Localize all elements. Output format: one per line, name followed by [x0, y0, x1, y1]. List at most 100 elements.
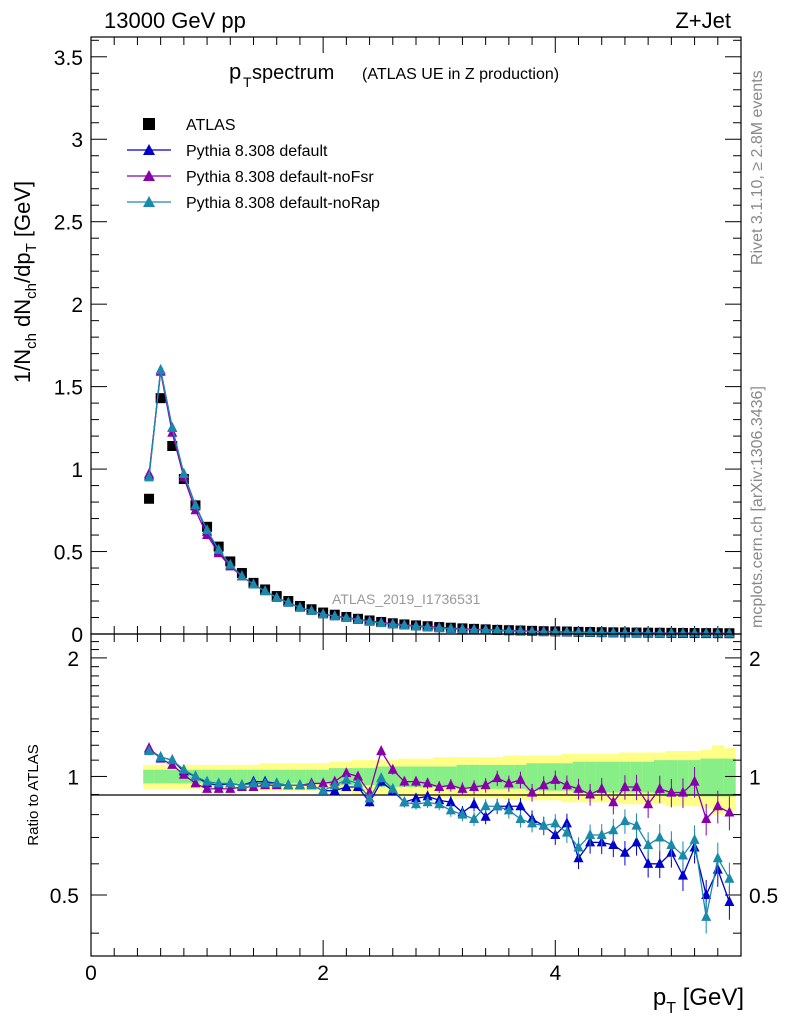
main-ytick-label: 1.5 [54, 377, 83, 400]
chart-title-main: spectrum [252, 62, 334, 84]
mc-point-3 [677, 627, 688, 638]
ratio-point-0 [677, 869, 688, 880]
ratio-point-2 [167, 754, 178, 765]
ratio-point-2 [341, 773, 352, 784]
ratio-point-0 [561, 817, 572, 828]
mc-point-3 [341, 612, 352, 623]
ratio-point-2 [411, 798, 421, 809]
mc-point-3 [387, 618, 398, 629]
mc-point-3 [329, 610, 340, 621]
ratio-point-1 [701, 812, 712, 823]
ratio-point-0 [329, 784, 340, 795]
main-panel: 0 0.5 1 1.5 2 2.5 3 3.5 p T spectrum (ATLAS UE … [10, 36, 742, 647]
legend-label: Pythia 8.308 default-noRap [186, 195, 380, 212]
ratio-point-1 [411, 775, 421, 786]
ratio-point-1 [178, 768, 189, 779]
main-ytick-label: 3.5 [54, 47, 83, 70]
mc-point-3 [712, 627, 723, 638]
analysis-watermark: ATLAS_2019_I1736531 [332, 591, 481, 607]
mc-point-3 [666, 627, 677, 638]
ratio-point-2 [631, 819, 642, 830]
ratio-point-1 [492, 772, 503, 783]
ratio-point-2 [538, 819, 549, 830]
ratio-point-1 [677, 786, 688, 797]
legend-label: Pythia 8.308 default-noFsr [186, 169, 374, 186]
mc-point-3 [422, 621, 433, 632]
ratio-point-2 [352, 777, 363, 788]
ratio-point-2 [364, 792, 375, 803]
mc-point-3 [260, 585, 271, 596]
main-ytick-label: 2 [71, 294, 83, 317]
ratio-point-1 [712, 800, 723, 811]
ratio-point-1 [619, 781, 630, 792]
ratio-point-1 [515, 773, 526, 784]
ratio-point-1 [631, 781, 642, 792]
ratio-point-1 [376, 745, 387, 756]
ratio-point-1 [469, 781, 480, 792]
ratio-point-0 [515, 800, 526, 811]
atlas-data-point [144, 493, 155, 504]
ratio-point-2 [202, 775, 213, 786]
mc-point-3 [538, 625, 549, 636]
ratio-point-1 [202, 782, 213, 793]
mc-point-3 [434, 622, 445, 633]
mc-point-3 [155, 364, 166, 375]
ratio-point-0 [643, 857, 654, 868]
main-ylabel-text: 1/Nch dNch/dpT [GeV] [10, 181, 40, 383]
main-ytick-label: 0.5 [54, 542, 83, 565]
ratio-point-1 [643, 798, 654, 809]
ratio-point-2 [469, 812, 480, 823]
ratio-point-1 [480, 779, 491, 790]
mc-point-3 [248, 578, 259, 589]
ratio-point-2 [144, 745, 155, 756]
ratio-point-1 [527, 786, 538, 797]
mc-point-3 [469, 623, 480, 634]
ratio-point-2 [225, 777, 236, 788]
chart-title-sub: T [243, 74, 252, 90]
ratio-point-2 [457, 808, 468, 819]
energy-label: 13000 GeV pp [104, 8, 246, 33]
mc-point-3 [318, 608, 329, 619]
ratio-band-inner [282, 769, 295, 784]
ratio-series-group [144, 742, 735, 934]
ratio-point-1 [550, 773, 561, 784]
mc-point-3 [445, 622, 456, 633]
x-tick-label: 0 [85, 962, 97, 985]
ratio-band-inner [584, 761, 597, 793]
ratio-point-0 [480, 810, 491, 821]
ratio-panel: 0.5 0.5 1 1 2 2 0 2 4 Ratio to ATLAS pT [GeV] [25, 633, 778, 1017]
legend-marker [143, 170, 155, 181]
ratio-point-2 [643, 838, 654, 849]
ratio-ytick-label-right: 1 [749, 766, 761, 789]
ratio-point-0 [631, 836, 642, 847]
mc-point-3 [213, 543, 224, 554]
ratio-point-2 [422, 796, 433, 807]
ratio-point-2 [445, 804, 456, 815]
legend-marker [143, 196, 155, 207]
ratio-band-inner [607, 761, 620, 793]
main-axis-ticks: 0 0.5 1 1.5 2 2.5 3 3.5 [54, 37, 742, 647]
ratio-point-1 [596, 782, 607, 793]
ratio-point-0 [469, 798, 480, 809]
ratio-point-1 [608, 796, 619, 807]
ratio-point-1 [422, 777, 433, 788]
mc-point-3 [283, 596, 294, 607]
chart-title-prefix: p [229, 59, 241, 84]
ratio-frame [90, 633, 742, 957]
ratio-point-2 [306, 779, 317, 790]
ratio-point-1 [538, 779, 549, 790]
ratio-point-2 [596, 829, 607, 840]
ratio-point-2 [283, 779, 294, 790]
atlas-data-point [167, 440, 178, 451]
legend-label: ATLAS [186, 117, 236, 134]
ratio-point-2 [318, 784, 329, 795]
ratio-point-1 [213, 782, 224, 793]
ratio-point-2 [399, 796, 410, 807]
ratio-point-1 [654, 782, 665, 793]
ratio-ytick-label-right: 2 [749, 648, 761, 671]
ratio-band-inner [677, 760, 690, 795]
ratio-point-1 [399, 775, 410, 786]
ratio-point-1 [503, 777, 514, 788]
ratio-band-inner [711, 758, 725, 797]
mc-point-3 [178, 468, 189, 479]
